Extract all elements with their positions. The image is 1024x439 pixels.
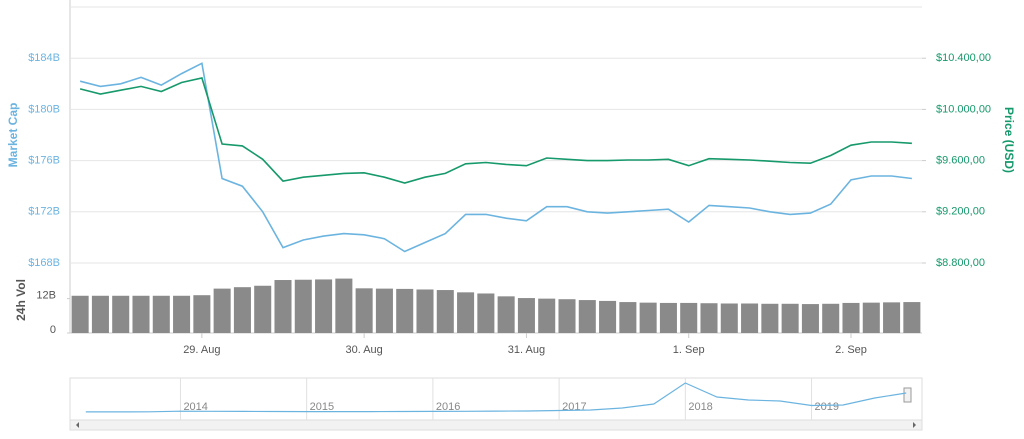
volume-bar [416,289,434,333]
volume-bar [741,303,759,333]
volume-bar [659,302,677,333]
volume-bar [71,295,89,333]
navigator-year-label: 2014 [183,401,207,413]
volume-bar [578,300,596,333]
volume-bar [335,278,353,333]
volume-bar [700,303,718,333]
y-tick-label: 12B [36,290,56,302]
series-line [79,77,912,184]
y-tick-label: $168B [28,257,60,269]
volume-bar [720,303,738,333]
navigator-handle[interactable] [903,387,912,403]
volume-bar [761,303,779,333]
navigator-frame [69,377,923,421]
volume-bar [862,302,880,333]
volume-bar [842,302,860,333]
navigator-year-label: 2017 [562,401,586,413]
volume-bar [619,302,637,333]
scroll-right-arrow[interactable] [913,422,916,428]
x-tick-label: 30. Aug [345,344,382,356]
y-tick-label: $176B [28,155,60,167]
y2-tick-label: $10.000,00 [936,103,991,115]
volume-bar [213,288,231,333]
volume-bar [315,279,333,333]
volume-bar [558,299,576,333]
volume-bar [274,280,292,333]
navigator-year-label: 2019 [815,401,839,413]
volume-bar [801,304,819,333]
x-tick-label: 2. Sep [835,344,867,356]
scroll-left-arrow[interactable] [76,422,79,428]
volume-bar [375,288,393,333]
y-axis-title: Market Cap [6,103,20,168]
volume-bar [436,290,454,333]
volume-axis-title: 24h Vol [14,279,28,321]
volume-bar [781,303,799,333]
y2-axis-title: Price (USD) [1002,107,1016,173]
volume-bar [538,298,556,333]
volume-bar [457,292,475,333]
volume-bar [355,288,373,333]
volume-bar [517,298,535,333]
y2-tick-label: $8.800,00 [936,257,985,269]
volume-bar [903,302,921,333]
volume-bar [599,300,617,333]
y-tick-label: $180B [28,103,60,115]
volume-bar [233,287,251,333]
volume-bar [91,295,109,333]
volume-bar [822,303,840,333]
volume-bar [883,302,901,333]
volume-bar [132,295,150,333]
volume-bar [294,279,312,333]
volume-bar [173,295,191,333]
series-line [79,62,912,253]
navigator-line [85,382,907,413]
y2-tick-label: $10.400,00 [936,52,991,64]
navigator-year-label: 2018 [688,401,712,413]
y-tick-label: $184B [28,52,60,64]
x-tick-label: 1. Sep [673,344,705,356]
volume-bar [112,295,130,333]
volume-bar [193,295,211,333]
scrollbar[interactable] [69,419,923,431]
volume-bar [497,296,515,333]
volume-bar [152,295,170,333]
volume-bar [639,302,657,333]
volume-bar [254,285,272,333]
volume-bar [477,293,495,333]
y2-tick-label: $9.200,00 [936,206,985,218]
y2-tick-label: $9.600,00 [936,155,985,167]
volume-bar [680,302,698,333]
y-tick-label: 0 [50,324,56,336]
y-tick-label: $172B [28,206,60,218]
x-tick-label: 31. Aug [508,344,545,356]
navigator-year-label: 2015 [310,401,334,413]
volume-bar [396,288,414,333]
x-tick-label: 29. Aug [183,344,220,356]
navigator-year-label: 2016 [436,401,460,413]
